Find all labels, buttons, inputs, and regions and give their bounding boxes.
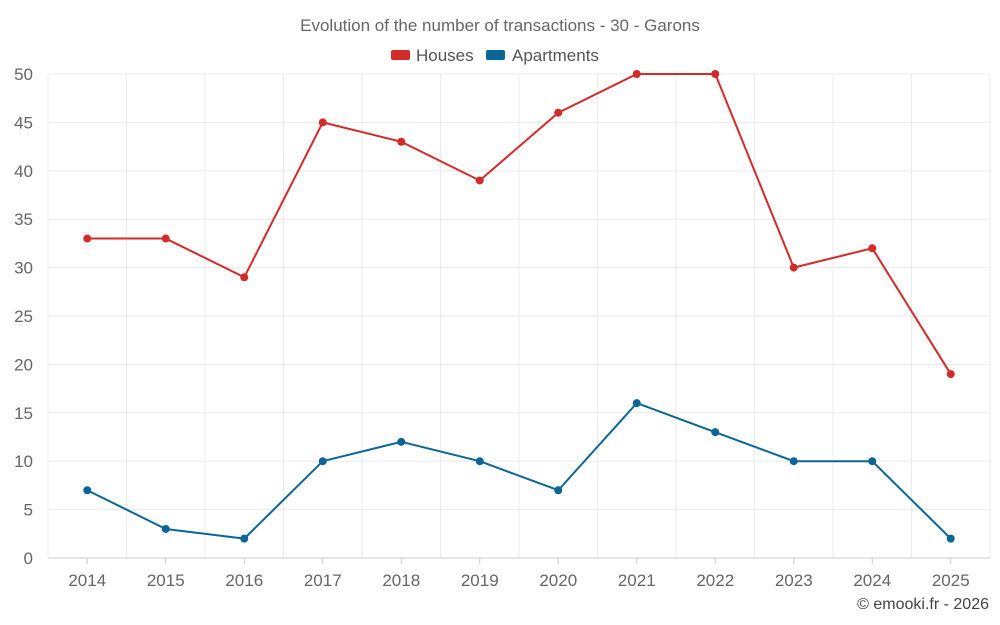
- data-point-apartments[interactable]: [318, 457, 327, 466]
- legend: Houses Apartments: [391, 46, 599, 65]
- data-point-houses[interactable]: [240, 273, 249, 282]
- data-point-apartments[interactable]: [83, 486, 92, 495]
- data-point-apartments[interactable]: [711, 428, 720, 437]
- legend-swatch-houses: [391, 50, 410, 60]
- x-gridlines: [47, 74, 991, 558]
- x-tick-label: 2018: [382, 571, 420, 590]
- data-point-houses[interactable]: [397, 137, 406, 146]
- chart-title: Evolution of the number of transactions …: [300, 16, 700, 35]
- y-tick-label: 15: [14, 404, 33, 423]
- data-point-houses[interactable]: [475, 176, 484, 185]
- legend-item-apartments[interactable]: Apartments: [486, 46, 599, 65]
- data-point-apartments[interactable]: [789, 457, 798, 466]
- y-tick-label: 5: [24, 501, 33, 520]
- credit-text: © emooki.fr - 2026: [857, 596, 989, 613]
- data-point-houses[interactable]: [554, 108, 563, 117]
- legend-label-houses: Houses: [416, 46, 474, 65]
- y-tick-label: 50: [14, 65, 33, 84]
- data-point-apartments[interactable]: [554, 486, 563, 495]
- x-tick-label: 2023: [775, 571, 813, 590]
- y-axis-ticks: 0 5 10 15 20 25 30 35 40 45 50: [14, 65, 33, 568]
- data-point-houses[interactable]: [789, 263, 798, 272]
- x-tick-label: 2017: [304, 571, 342, 590]
- y-tick-label: 35: [14, 210, 33, 229]
- data-point-apartments[interactable]: [946, 534, 955, 543]
- y-tick-label: 45: [14, 113, 33, 132]
- data-point-apartments[interactable]: [161, 524, 170, 533]
- y-tick-label: 40: [14, 162, 33, 181]
- data-point-houses[interactable]: [632, 70, 641, 78]
- data-point-houses[interactable]: [711, 70, 720, 78]
- data-point-apartments[interactable]: [632, 399, 641, 408]
- data-point-houses[interactable]: [83, 234, 92, 243]
- data-point-houses[interactable]: [161, 234, 170, 243]
- series-points: [83, 70, 955, 543]
- x-tick-label: 2025: [932, 571, 970, 590]
- data-point-houses[interactable]: [318, 118, 327, 127]
- x-tick-label: 2019: [461, 571, 499, 590]
- x-tick-label: 2014: [68, 571, 106, 590]
- series-lines: [86, 73, 952, 540]
- legend-item-houses[interactable]: Houses: [391, 46, 474, 65]
- y-tick-label: 25: [14, 307, 33, 326]
- y-tick-label: 10: [14, 452, 33, 471]
- x-tick-label: 2020: [539, 571, 577, 590]
- y-tick-label: 20: [14, 355, 33, 374]
- data-point-apartments[interactable]: [240, 534, 249, 543]
- series-line-houses: [87, 73, 952, 375]
- data-point-apartments[interactable]: [475, 457, 484, 466]
- data-point-apartments[interactable]: [868, 457, 877, 466]
- y-tick-label: 0: [24, 549, 33, 568]
- legend-swatch-apartments: [486, 50, 505, 60]
- x-tick-label: 2015: [147, 571, 185, 590]
- y-tick-label: 30: [14, 259, 33, 278]
- x-tick-label: 2021: [618, 571, 656, 590]
- axes: [48, 557, 990, 564]
- data-point-apartments[interactable]: [397, 437, 406, 446]
- x-tick-label: 2016: [225, 571, 263, 590]
- legend-label-apartments: Apartments: [512, 46, 599, 65]
- data-point-houses[interactable]: [946, 370, 955, 379]
- data-point-houses[interactable]: [868, 244, 877, 253]
- x-axis-ticks: 2014 2015 2016 2017 2018 2019 2020 2021 2022 2023…: [68, 571, 969, 590]
- series-line-apartments: [86, 402, 952, 540]
- x-tick-label: 2024: [853, 571, 891, 590]
- x-tick-label: 2022: [696, 571, 734, 590]
